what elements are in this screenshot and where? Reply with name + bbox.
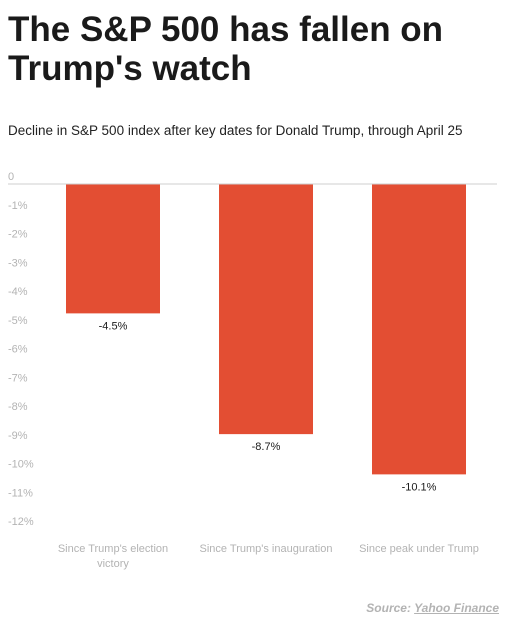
y-tick-label: -5% — [8, 315, 28, 327]
y-tick-label: -7% — [8, 372, 28, 384]
y-tick-label: -11% — [8, 487, 33, 499]
source-prefix: Source: — [366, 601, 411, 615]
y-tick-label: -12% — [8, 516, 34, 528]
source-note: Source: Yahoo Finance — [366, 601, 499, 615]
bar-chart: 0 -1% -2% -3% -4% -5% -6% -7% -8% -9% -10% -11% -12%… — [8, 171, 497, 570]
bar — [372, 184, 466, 475]
data-label: -4.5% — [99, 320, 128, 332]
y-tick-label: -4% — [8, 286, 28, 298]
source-link[interactable]: Yahoo Finance — [414, 601, 499, 615]
data-label: -8.7% — [252, 441, 281, 453]
x-tick-label: Since Trump's election — [58, 543, 168, 555]
x-tick-label: Since peak under Trump — [359, 543, 479, 555]
y-tick-label: -6% — [8, 344, 28, 356]
y-tick-label: -2% — [8, 229, 28, 241]
y-tick-label: -8% — [8, 401, 28, 413]
y-tick-label: 0 — [8, 171, 14, 183]
y-tick-label: -9% — [8, 430, 28, 442]
y-tick-label: -3% — [8, 257, 28, 269]
y-tick-label: -1% — [8, 200, 28, 212]
x-tick-label: victory — [97, 558, 129, 570]
data-label: -10.1% — [402, 481, 437, 493]
bar — [219, 184, 313, 435]
chart-subtitle: Decline in S&P 500 index after key dates… — [8, 123, 463, 138]
bar — [66, 184, 160, 314]
x-tick-label: Since Trump's inauguration — [200, 543, 333, 555]
y-tick-label: -10% — [8, 459, 34, 471]
chart-title: The S&P 500 has fallen on Trump's watch — [8, 10, 444, 88]
